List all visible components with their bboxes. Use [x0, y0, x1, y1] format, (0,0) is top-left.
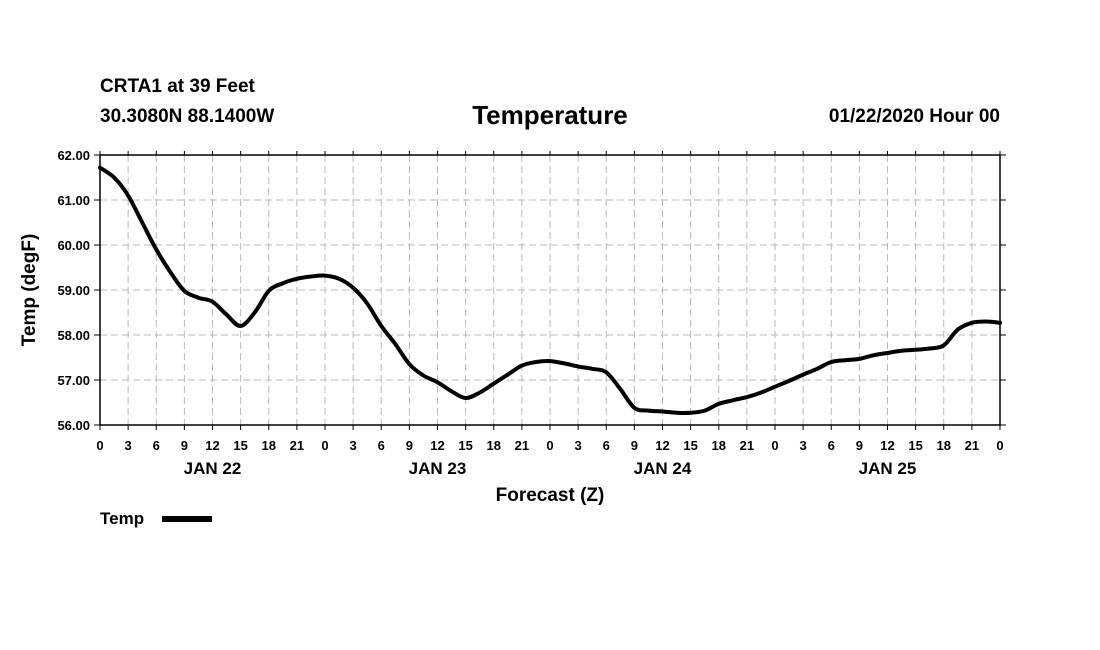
x-tick-label: 12 [655, 438, 669, 453]
x-tick-label: 15 [908, 438, 922, 453]
y-axis-title: Temp (degF) [19, 234, 40, 347]
x-tick-label: 3 [800, 438, 807, 453]
day-label: JAN 25 [859, 459, 917, 478]
x-tick-label: 9 [406, 438, 413, 453]
y-tick-label: 58.00 [57, 328, 90, 343]
x-tick-label: 0 [771, 438, 778, 453]
x-tick-label: 18 [937, 438, 951, 453]
station-coordinates: 30.3080N 88.1400W [100, 106, 275, 127]
x-tick-label: 21 [290, 438, 304, 453]
x-tick-label: 6 [378, 438, 385, 453]
x-tick-label: 6 [828, 438, 835, 453]
x-tick-label: 6 [603, 438, 610, 453]
x-tick-label: 0 [546, 438, 553, 453]
legend-line-swatch [162, 516, 212, 522]
y-tick-label: 57.00 [57, 373, 90, 388]
legend-label: Temp [100, 509, 145, 528]
station-label: CRTA1 at 39 Feet [100, 76, 255, 97]
day-label: JAN 24 [634, 459, 692, 478]
plot-frame [99, 154, 1001, 426]
x-tick-label: 15 [233, 438, 247, 453]
grid-lines [100, 155, 1000, 425]
x-tick-label: 12 [430, 438, 444, 453]
x-tick-label: 12 [880, 438, 894, 453]
day-labels: JAN 22 JAN 23 JAN 24 JAN 25 [184, 459, 917, 478]
x-tick-label: 21 [965, 438, 979, 453]
series-line-temp [98, 165, 1002, 416]
x-tick-label: 18 [262, 438, 276, 453]
x-tick-label: 21 [515, 438, 529, 453]
x-tick-label: 3 [350, 438, 357, 453]
x-tick-label: 0 [96, 438, 103, 453]
x-tick-label: 6 [153, 438, 160, 453]
x-tick-label: 12 [205, 438, 219, 453]
y-axis: 56.00 57.00 58.00 59.00 60.00 61.00 62.00 [57, 148, 1006, 433]
forecast-run-time: 01/22/2020 Hour 00 [828, 106, 1000, 127]
day-label: JAN 23 [409, 459, 467, 478]
chart-title: Temperature [472, 100, 628, 130]
x-tick-label: 3 [125, 438, 132, 453]
x-axis: 0 3 6 9 12 15 18 21 0 3 6 9 12 15 18 21 0 3 6 9 12 15 18 21 0 3 6 9… [96, 151, 1004, 453]
y-tick-label: 60.00 [57, 238, 90, 253]
y-tick-label: 62.00 [57, 148, 90, 163]
x-tick-label: 9 [856, 438, 863, 453]
x-tick-label: 15 [683, 438, 697, 453]
y-tick-label: 56.00 [57, 418, 90, 433]
x-tick-label: 9 [181, 438, 188, 453]
x-tick-label: 3 [575, 438, 582, 453]
x-axis-title: Forecast (Z) [496, 485, 605, 506]
x-tick-label: 9 [631, 438, 638, 453]
x-tick-label: 0 [321, 438, 328, 453]
y-tick-label: 59.00 [57, 283, 90, 298]
x-tick-label: 21 [740, 438, 754, 453]
x-tick-label: 15 [458, 438, 472, 453]
x-tick-label: 0 [996, 438, 1003, 453]
series-group [98, 165, 1002, 416]
x-tick-label: 18 [712, 438, 726, 453]
x-tick-label: 18 [487, 438, 501, 453]
day-label: JAN 22 [184, 459, 242, 478]
y-tick-label: 61.00 [57, 193, 90, 208]
